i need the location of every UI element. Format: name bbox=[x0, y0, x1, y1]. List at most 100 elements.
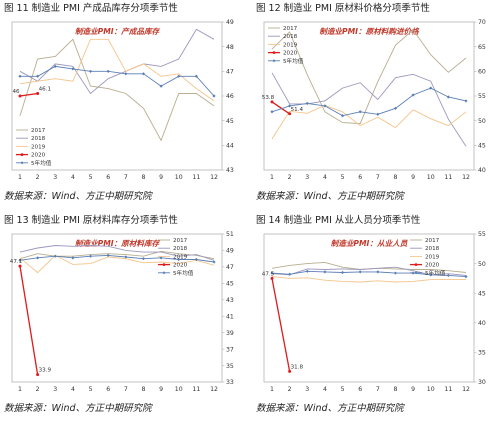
series-avg-point bbox=[194, 257, 198, 262]
x-tick-label: 2 bbox=[288, 174, 292, 181]
x-tick-label: 7 bbox=[376, 386, 380, 393]
legend-marker bbox=[20, 153, 24, 157]
series-avg-point bbox=[340, 270, 345, 275]
y-tick-label: 37 bbox=[226, 346, 234, 353]
data-label: 33.9 bbox=[39, 368, 52, 374]
series-2018-group bbox=[19, 245, 215, 261]
x-tick-label: 2 bbox=[288, 386, 292, 393]
x-tick-label: 2 bbox=[36, 386, 40, 393]
x-tick-label: 8 bbox=[393, 174, 397, 181]
figure-panel-13: 图 13 制造业 PMI 原材料库存分项季节性 1 2 3 4 5 6 7 8 9 10 11 12 3… bbox=[0, 212, 248, 422]
series-avg-point bbox=[464, 99, 468, 103]
series-avg-point bbox=[212, 260, 216, 264]
x-tick-label: 10 bbox=[175, 174, 183, 181]
series-2020-point bbox=[36, 92, 40, 96]
x-tick-label: 12 bbox=[462, 386, 470, 393]
y-tick-label: 35 bbox=[478, 350, 486, 357]
series-avg-point bbox=[358, 270, 362, 274]
y-tick-label: 39 bbox=[226, 330, 234, 337]
series-avg-point bbox=[446, 273, 450, 278]
series-2019-line bbox=[19, 254, 215, 274]
x-tick-label: 9 bbox=[159, 174, 163, 181]
data-label: 31.8 bbox=[291, 364, 304, 370]
legend-label: 2018 bbox=[283, 34, 298, 40]
legend-label: 2019 bbox=[283, 42, 298, 48]
series-4-line bbox=[19, 254, 215, 263]
x-tick-label: 6 bbox=[106, 386, 110, 393]
figure-title: 图 13 制造业 PMI 原材料库存分项季节性 bbox=[4, 215, 178, 226]
legend-marker bbox=[272, 59, 276, 63]
legend-label: 2018 bbox=[173, 246, 188, 252]
series-avg-point bbox=[36, 74, 40, 78]
data-label: 47.5 bbox=[262, 271, 275, 277]
x-tick-label: 2 bbox=[36, 174, 40, 181]
x-tick-label: 1 bbox=[270, 174, 274, 181]
series-2020-line bbox=[19, 265, 39, 375]
series-2017-line bbox=[19, 250, 215, 260]
legend-label: 2018 bbox=[31, 136, 46, 142]
y-tick-label: 40 bbox=[478, 320, 486, 327]
legend-label: 2020 bbox=[173, 263, 188, 269]
series-2020-group bbox=[270, 100, 292, 116]
chart-title: 制造业PMI：产成品库存 bbox=[75, 27, 161, 36]
series-avg-point bbox=[106, 253, 110, 257]
legend-marker bbox=[20, 161, 24, 165]
series-avg-point bbox=[376, 112, 380, 116]
series-2020-group bbox=[18, 92, 40, 98]
y-tick-label: 45 bbox=[478, 290, 486, 297]
chart-title: 制造业PMI：原材料库存 bbox=[75, 239, 161, 248]
x-tick-label: 4 bbox=[71, 174, 75, 181]
series-avg-point bbox=[358, 110, 362, 114]
legend-label: 2017 bbox=[31, 128, 46, 134]
x-tick-label: 11 bbox=[192, 386, 200, 393]
series-avg-point bbox=[288, 272, 292, 276]
y-tick-label: 43 bbox=[226, 297, 234, 304]
figure-panel-14: 图 14 制造业 PMI 从业人员分项季节性 1 2 3 4 5 6 7 8 9 10 11 12 30… bbox=[252, 212, 500, 422]
y-tick-label: 45 bbox=[478, 143, 486, 150]
x-tick-label: 4 bbox=[71, 386, 75, 393]
data-label: 47.1 bbox=[10, 259, 23, 265]
series-avg-point bbox=[18, 74, 22, 78]
series-avg-point bbox=[177, 257, 181, 262]
series-avg-point bbox=[141, 257, 146, 261]
x-tick-label: 4 bbox=[323, 386, 327, 393]
series-2019-group bbox=[19, 254, 215, 274]
x-tick-label: 9 bbox=[411, 174, 415, 181]
x-tick-label: 9 bbox=[411, 386, 415, 393]
series-4-line bbox=[20, 65, 215, 97]
y-tick-label: 70 bbox=[478, 19, 486, 26]
series-avg-point bbox=[88, 69, 93, 73]
series-avg-point bbox=[106, 69, 110, 73]
x-tick-label: 1 bbox=[18, 386, 22, 393]
legend-label: 2019 bbox=[31, 144, 46, 150]
x-tick-label: 11 bbox=[444, 174, 452, 181]
series-avg-point bbox=[393, 271, 398, 275]
series-avg-point bbox=[53, 64, 57, 68]
y-tick-label: 41 bbox=[226, 313, 234, 320]
series-4-group bbox=[18, 64, 216, 98]
y-tick-label: 30 bbox=[478, 379, 486, 386]
x-tick-label: 7 bbox=[124, 386, 128, 393]
y-tick-label: 45 bbox=[226, 281, 234, 288]
legend-label: 5年均值 bbox=[425, 269, 446, 277]
series-avg-point bbox=[159, 84, 163, 88]
plot-frame bbox=[263, 233, 475, 383]
x-tick-label: 11 bbox=[444, 386, 452, 393]
y-tick-label: 49 bbox=[226, 248, 234, 255]
x-tick-label: 4 bbox=[323, 174, 327, 181]
legend-label: 5年均值 bbox=[31, 159, 52, 167]
series-2019-line bbox=[271, 104, 467, 140]
x-tick-label: 6 bbox=[358, 174, 362, 181]
figure-source: 数据来源：Wind、方正中期研究院 bbox=[256, 191, 404, 202]
x-tick-label: 12 bbox=[462, 174, 470, 181]
series-2020-point bbox=[36, 373, 40, 377]
legend-label: 5年均值 bbox=[173, 269, 194, 277]
x-tick-label: 5 bbox=[341, 174, 345, 181]
figure-source: 数据来源：Wind、方正中期研究院 bbox=[256, 403, 404, 414]
series-2020-group bbox=[18, 264, 40, 377]
chart-title: 制造业PMI：从业人员 bbox=[331, 239, 408, 248]
series-2020-point bbox=[18, 94, 22, 98]
y-tick-label: 45 bbox=[226, 118, 234, 125]
